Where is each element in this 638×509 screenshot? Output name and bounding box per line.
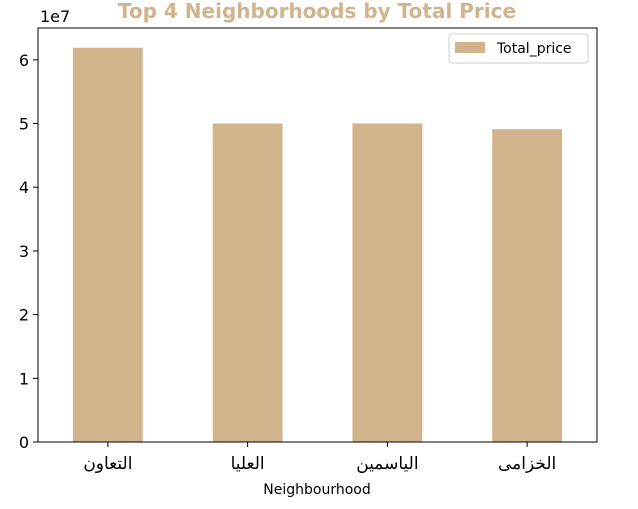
y-tick-label: 4 (19, 178, 29, 197)
legend-entry-total-price: Total_price (496, 41, 572, 57)
bars-group (72, 47, 563, 443)
y-tick-label: 3 (19, 242, 29, 261)
chart-title: Top 4 Neighborhoods by Total Price (118, 0, 516, 23)
bar-3 (492, 129, 563, 443)
plot-frame (37, 27, 598, 443)
x-tick-label: الخزامى (498, 454, 556, 474)
y-tick-label: 5 (19, 115, 29, 134)
legend-swatch (455, 42, 485, 53)
y-tick-label: 0 (19, 433, 29, 452)
x-axis-ticks: التعاون العليا الياسمين الخزامى (83, 442, 556, 474)
y-tick-label: 6 (19, 51, 29, 70)
y-axis-scale-label: 1e7 (40, 7, 70, 26)
x-tick-label: التعاون (83, 454, 132, 474)
x-tick-label: الياسمين (356, 454, 418, 474)
bar-1 (212, 123, 283, 443)
bar-0 (72, 47, 143, 442)
y-tick-label: 1 (19, 369, 29, 388)
y-tick-label: 2 (19, 306, 29, 325)
y-axis-ticks: 0 1 2 3 4 5 6 (19, 51, 38, 452)
bar-2 (352, 123, 423, 443)
legend: Total_price (448, 33, 589, 64)
x-axis-label: Neighbourhood (263, 482, 370, 498)
x-tick-label: العليا (231, 454, 265, 474)
legend-box (448, 33, 589, 64)
